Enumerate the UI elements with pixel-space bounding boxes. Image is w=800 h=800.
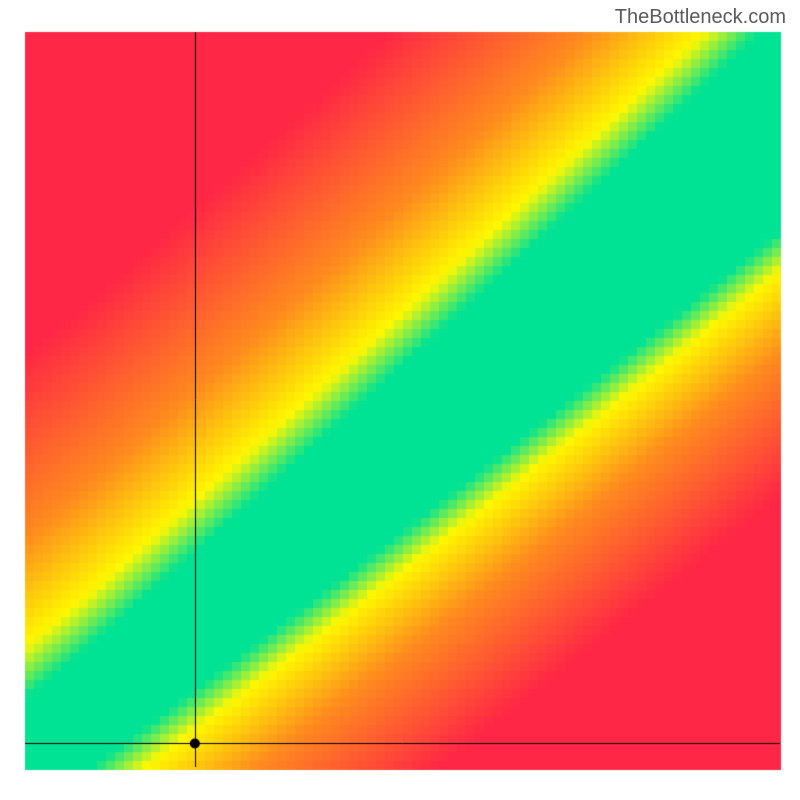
watermark-text: TheBottleneck.com [615,6,786,29]
chart-container: TheBottleneck.com [0,0,800,800]
bottleneck-heatmap-canvas [0,0,800,800]
